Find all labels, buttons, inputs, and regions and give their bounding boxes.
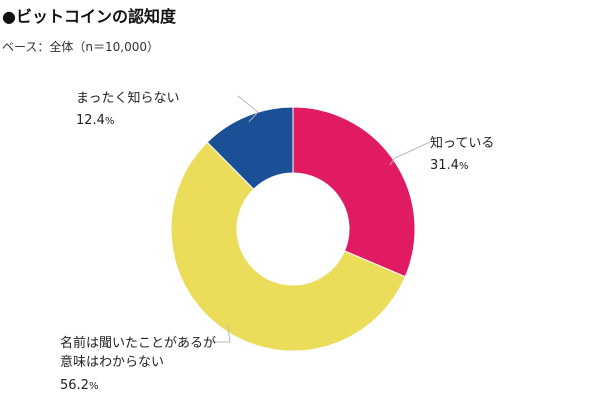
leader-line-2 (210, 324, 231, 343)
donut-slice-1 (292, 106, 416, 278)
donut-slice-2 (170, 141, 406, 352)
slice-value-1: 31.4% (430, 158, 468, 173)
leader-line-3 (237, 95, 259, 123)
slice-value-3: 12.4% (76, 113, 114, 128)
chart-title: ●ビットコインの認知度 (2, 7, 176, 26)
donut-slice-3 (206, 106, 294, 190)
slice-label-2-line-1: 名前は聞いたことがあるが (60, 335, 216, 351)
slice-label-2-line-2: 意味はわからない (60, 354, 164, 370)
chart-subtitle: ベース：全体（n＝10,000） (2, 40, 159, 54)
slice-label-1: 知っている (430, 135, 494, 151)
slice-label-3: まったく知らない (76, 90, 179, 106)
slice-value-2: 56.2% (60, 378, 98, 393)
leader-line-1 (389, 141, 431, 166)
